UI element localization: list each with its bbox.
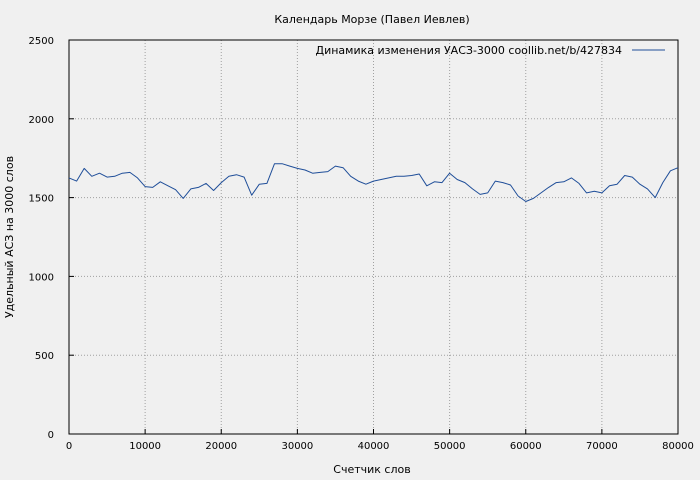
grid bbox=[69, 40, 678, 434]
legend-label: Динамика изменения УАСЗ-3000 coollib.net… bbox=[316, 44, 623, 57]
y-tick-label: 2000 bbox=[29, 115, 54, 126]
axis-ticks bbox=[68, 39, 679, 435]
x-tick-label: 80000 bbox=[662, 441, 694, 452]
x-axis-label: Счетчик слов bbox=[333, 463, 410, 476]
x-tick-label: 50000 bbox=[434, 441, 466, 452]
y-tick-label: 2500 bbox=[29, 36, 54, 47]
x-tick-label: 40000 bbox=[358, 441, 390, 452]
x-tick-label: 20000 bbox=[205, 441, 237, 452]
x-tick-label: 70000 bbox=[586, 441, 618, 452]
y-axis-label: Удельный АСЗ на 3000 слов bbox=[3, 156, 16, 318]
series-layer bbox=[68, 163, 679, 202]
x-tick-label: 60000 bbox=[510, 441, 542, 452]
x-tick-label: 10000 bbox=[129, 441, 161, 452]
series-line bbox=[68, 163, 679, 202]
x-tick-label: 30000 bbox=[281, 441, 313, 452]
y-tick-label: 1500 bbox=[29, 194, 54, 205]
y-tick-label: 1000 bbox=[29, 272, 54, 283]
y-tick-label: 0 bbox=[48, 430, 54, 441]
y-tick-label: 500 bbox=[35, 351, 54, 362]
legend: Динамика изменения УАСЗ-3000 coollib.net… bbox=[316, 44, 665, 57]
chart-title: Календарь Морзе (Павел Иевлев) bbox=[274, 13, 469, 26]
x-axis-tick-labels: 0 10000 20000 30000 40000 50000 60000 70000 8000… bbox=[66, 441, 694, 452]
y-axis-tick-labels: 0 500 1000 1500 2000 2500 bbox=[29, 36, 54, 441]
x-tick-label: 0 bbox=[66, 441, 72, 452]
